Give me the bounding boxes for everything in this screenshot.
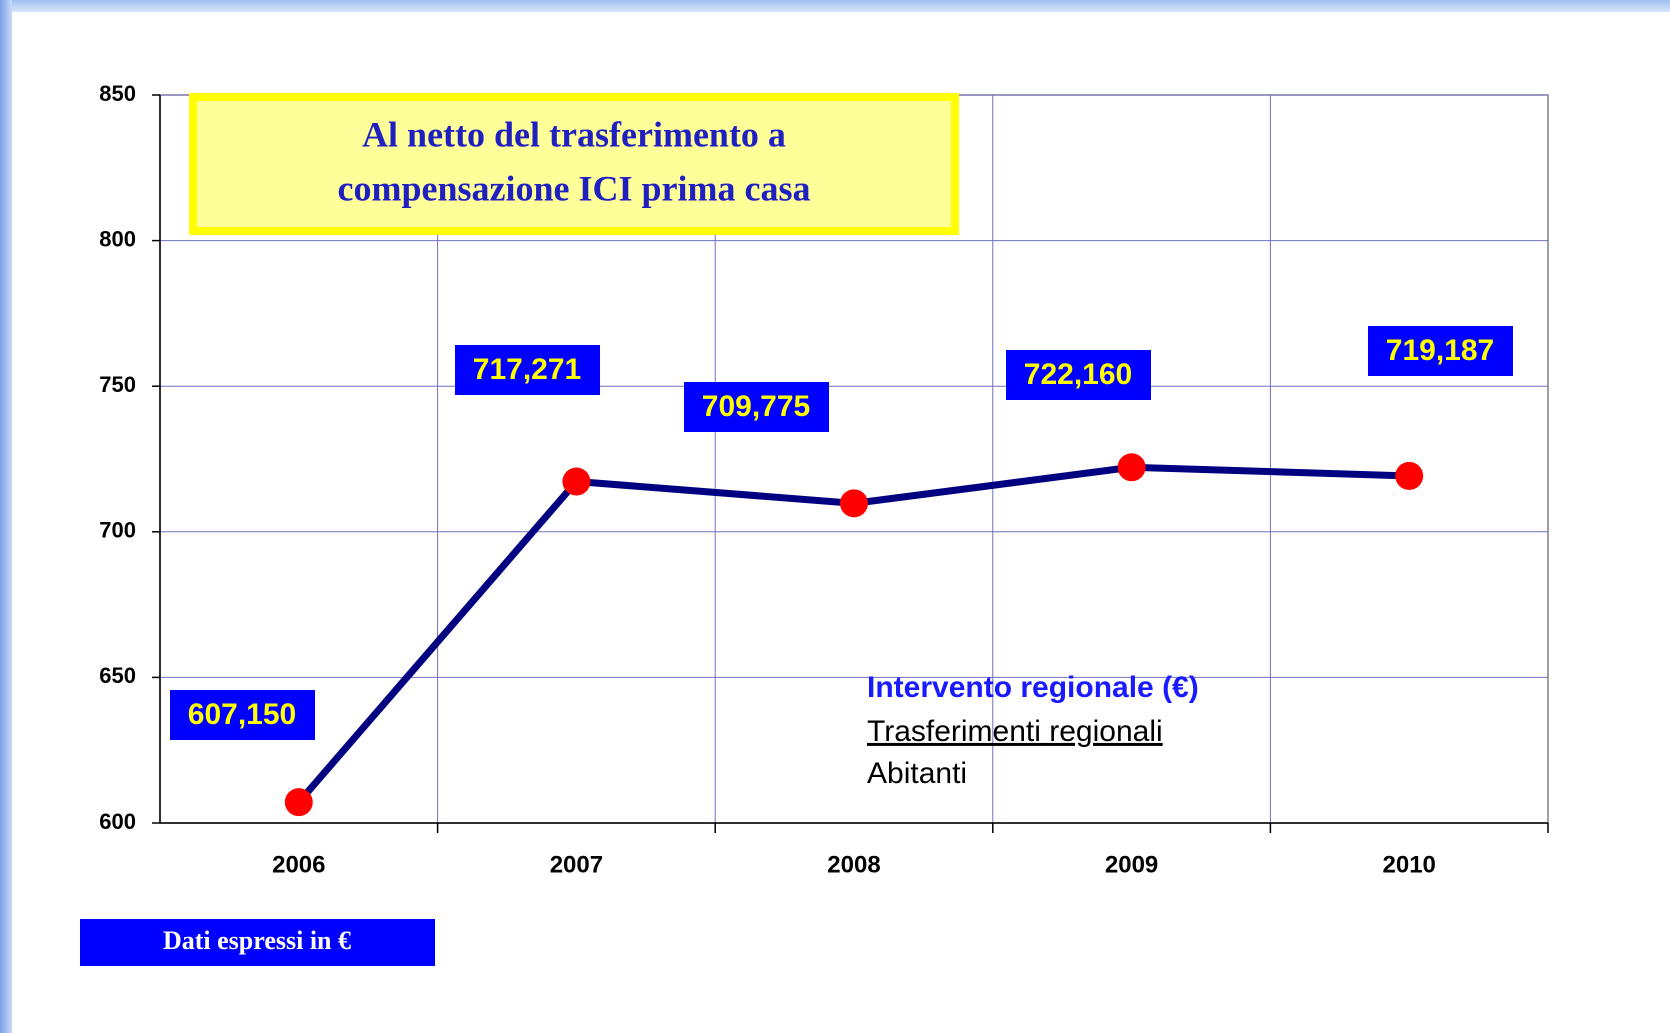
data-label: 709,775 xyxy=(702,390,810,423)
y-tick-label: 650 xyxy=(99,663,136,688)
marker xyxy=(562,467,591,496)
data-label: 607,150 xyxy=(188,698,296,731)
top-band xyxy=(0,0,1670,12)
footnote: Dati espressi in € xyxy=(163,926,351,955)
data-label-box xyxy=(455,345,600,395)
y-tick-label: 850 xyxy=(99,81,136,106)
text-box-line: compensazione ICI prima casa xyxy=(338,168,811,208)
data-label: 719,187 xyxy=(1386,334,1494,367)
left-band xyxy=(0,0,12,1033)
text-box xyxy=(189,93,959,235)
footnote-box xyxy=(80,919,435,966)
y-tick-label: 700 xyxy=(99,518,136,543)
data-label-box xyxy=(1368,326,1513,376)
data-label-box xyxy=(1006,350,1151,400)
data-label: 722,160 xyxy=(1024,358,1132,391)
note: Intervento regionale (€) xyxy=(867,671,1199,704)
data-label-box xyxy=(170,690,315,740)
data-label-box xyxy=(684,382,829,432)
y-tick-label: 800 xyxy=(99,226,136,251)
marker xyxy=(1117,453,1146,482)
x-tick-label: 2007 xyxy=(550,851,603,878)
note: Abitanti xyxy=(867,757,967,790)
x-tick-label: 2006 xyxy=(272,851,325,878)
x-tick-label: 2010 xyxy=(1383,851,1436,878)
data-label: 717,271 xyxy=(473,353,581,386)
text-box-line: Al netto del trasferimento a xyxy=(362,114,786,154)
x-tick-label: 2009 xyxy=(1105,851,1158,878)
marker xyxy=(284,788,313,817)
x-tick-label: 2008 xyxy=(827,851,880,878)
note: Trasferimenti regionali xyxy=(867,715,1163,748)
marker xyxy=(1395,461,1424,490)
y-tick-label: 600 xyxy=(99,809,136,834)
marker xyxy=(840,489,868,518)
y-tick-label: 750 xyxy=(99,372,136,397)
